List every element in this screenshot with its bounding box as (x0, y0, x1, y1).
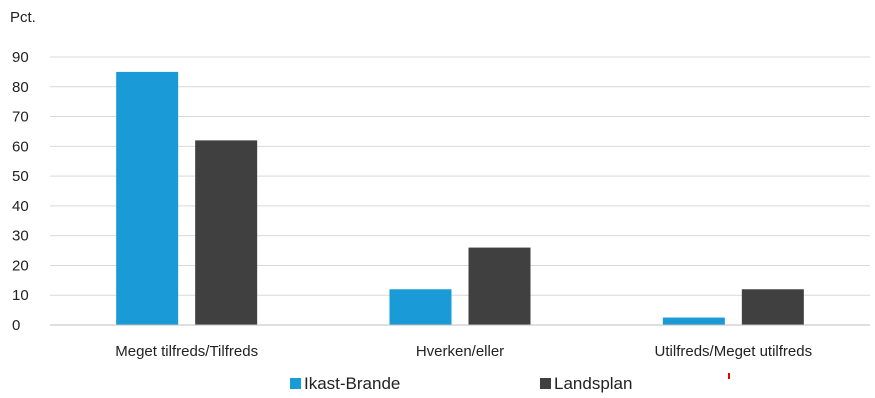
bar-landsplan (195, 140, 258, 325)
y-tick-label: 20 (12, 257, 29, 274)
legend-label: Ikast-Brande (304, 374, 400, 393)
bar-ikast-brande (662, 317, 725, 325)
x-category-label: Hverken/eller (416, 343, 504, 360)
gridlines (50, 56, 870, 296)
y-tick-label: 90 (12, 49, 29, 66)
bar-landsplan (741, 289, 804, 325)
y-axis-ticks: 0 10 20 30 40 50 60 70 80 90 (12, 49, 29, 334)
y-tick-label: 0 (12, 317, 20, 334)
y-axis-label: Pct. (10, 9, 36, 26)
legend-swatch (290, 378, 301, 389)
y-tick-label: 70 (12, 109, 29, 126)
bar-landsplan (468, 247, 531, 325)
x-category-label: Utilfreds/Meget utilfreds (655, 343, 813, 360)
y-tick-label: 10 (12, 287, 29, 304)
y-tick-label: 60 (12, 138, 29, 155)
bars (116, 71, 804, 325)
y-tick-label: 50 (12, 168, 29, 185)
legend: Ikast-Brande Landsplan (290, 374, 632, 393)
x-category-label: Meget tilfreds/Tilfreds (115, 343, 258, 360)
legend-swatch (540, 378, 551, 389)
x-axis-categories: Meget tilfreds/Tilfreds Hverken/eller Util… (115, 343, 812, 360)
bar-ikast-brande (116, 71, 179, 325)
red-mark (728, 373, 730, 379)
y-tick-label: 80 (12, 79, 29, 96)
y-tick-label: 40 (12, 198, 29, 215)
legend-label: Landsplan (554, 374, 632, 393)
y-tick-label: 30 (12, 228, 29, 245)
bar-ikast-brande (389, 289, 452, 325)
